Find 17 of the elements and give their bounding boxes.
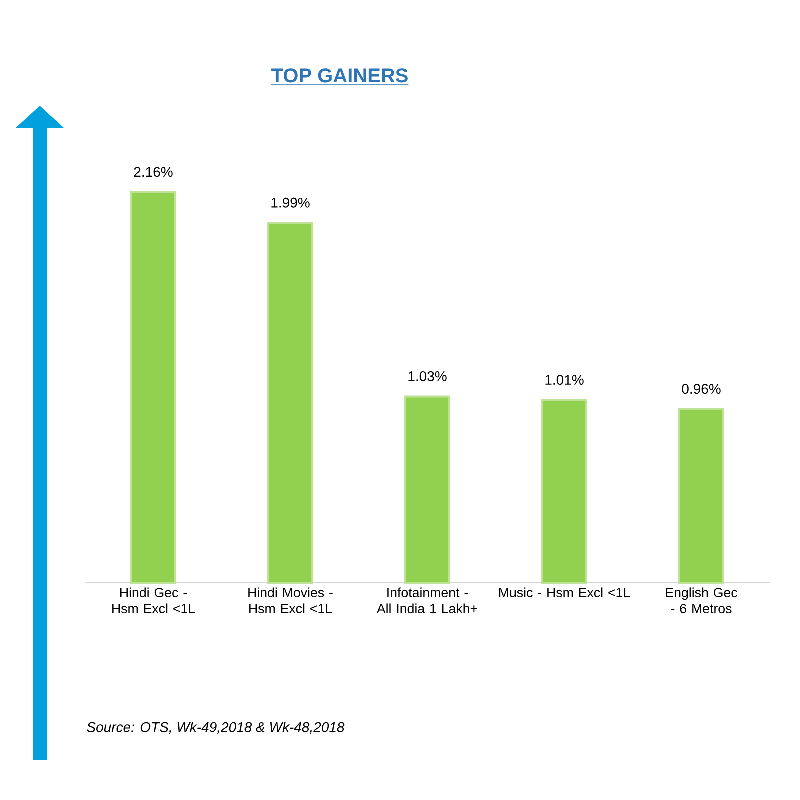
bar [678, 408, 725, 584]
source-note: Source: OTS, Wk-49,2018 & Wk-48,2018 [87, 722, 345, 734]
data-label: 1.01% [546, 375, 584, 386]
bar [268, 222, 314, 584]
data-label: 1.03% [408, 372, 447, 382]
data-label: 0.96% [682, 384, 721, 394]
x-tick-label: English Gec - 6 Metros [666, 588, 738, 614]
data-label: 2.16% [134, 167, 173, 178]
x-tick-label: Music - Hsm Excl <1L [499, 588, 630, 598]
chart-title: TOP GAINERS [272, 68, 408, 83]
x-tick-label: Hindi Movies - Hsm Excl <1L [248, 588, 333, 614]
bar [542, 399, 588, 584]
bar [404, 396, 451, 584]
bar [130, 191, 177, 584]
x-tick-label: Infotainment - All India 1 Lakh+ [376, 588, 478, 614]
data-label: 1.99% [272, 198, 310, 208]
x-tick-label: Hindi Gec - Hsm Excl <1L [112, 588, 196, 614]
